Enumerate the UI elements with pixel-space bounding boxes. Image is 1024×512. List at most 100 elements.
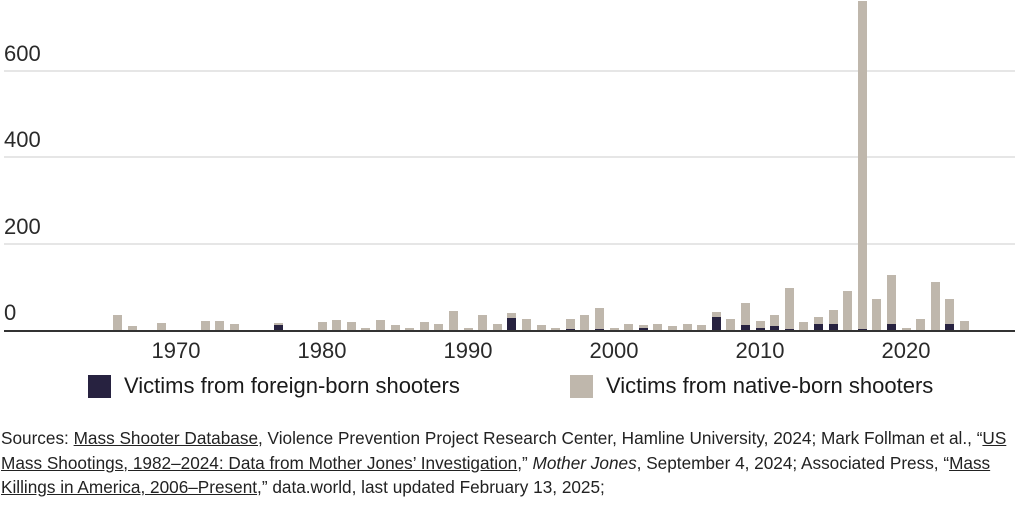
bar-segment-native bbox=[638, 324, 648, 330]
x-tick-label: 1990 bbox=[443, 338, 493, 363]
bar-2003 bbox=[653, 323, 663, 330]
bar-segment-foreign bbox=[273, 324, 283, 330]
bar-1972 bbox=[200, 320, 210, 330]
bar-1977 bbox=[273, 323, 283, 330]
bar-segment-foreign bbox=[638, 327, 648, 330]
sources-prefix: Sources: bbox=[1, 428, 74, 448]
bar-segment-native bbox=[492, 323, 502, 330]
x-axis-line bbox=[4, 330, 1015, 332]
bar-segment-foreign bbox=[857, 328, 867, 330]
legend-swatch-native bbox=[570, 374, 593, 398]
bar-segment-foreign bbox=[507, 317, 517, 330]
bar-segment-native bbox=[405, 327, 415, 330]
bar-segment-native bbox=[959, 320, 969, 330]
bar-2009 bbox=[740, 302, 750, 330]
bar-2014 bbox=[813, 317, 823, 330]
bar-segment-native bbox=[843, 290, 853, 330]
bar-2012 bbox=[784, 287, 794, 330]
bar-segment-native bbox=[886, 274, 896, 330]
bar-segment-foreign bbox=[828, 323, 838, 330]
gridline bbox=[4, 156, 1015, 158]
x-tick-label: 2010 bbox=[735, 338, 785, 363]
link-mass-shooter-database[interactable]: Mass Shooter Database bbox=[73, 428, 258, 448]
bar-segment-native bbox=[624, 323, 634, 330]
bar-segment-native bbox=[901, 327, 911, 330]
bar-1992 bbox=[492, 323, 502, 330]
bar-1982 bbox=[346, 321, 356, 330]
bar-2006 bbox=[697, 325, 707, 330]
bar-2016 bbox=[843, 290, 853, 330]
bar-segment-native bbox=[551, 327, 561, 330]
bar-segment-native bbox=[813, 317, 823, 330]
bar-2007 bbox=[711, 311, 721, 330]
bar-1980 bbox=[317, 321, 327, 330]
bar-segment-native bbox=[361, 327, 371, 330]
bar-1994 bbox=[521, 318, 531, 330]
bar-2022 bbox=[930, 281, 940, 330]
bar-1986 bbox=[405, 327, 415, 330]
sources-note: Sources: Mass Shooter Database, Violence… bbox=[1, 426, 1021, 500]
bar-segment-native bbox=[463, 327, 473, 330]
x-tick-label: 1980 bbox=[297, 338, 347, 363]
bar-1997 bbox=[565, 318, 575, 330]
bar-1996 bbox=[551, 327, 561, 330]
bar-1984 bbox=[375, 319, 385, 330]
y-tick-label: 200 bbox=[4, 213, 41, 239]
bar-segment-native bbox=[653, 323, 663, 330]
bar-segment-native bbox=[755, 320, 765, 330]
bar-1998 bbox=[580, 314, 590, 330]
bar-segment-native bbox=[828, 309, 838, 330]
bar-2013 bbox=[799, 321, 809, 330]
bar-2011 bbox=[770, 314, 780, 330]
legend-label-native: Victims from native-born shooters bbox=[606, 373, 934, 398]
bar-segment-native bbox=[770, 314, 780, 330]
bar-1974 bbox=[229, 323, 239, 330]
bar-1983 bbox=[361, 327, 371, 330]
bar-1999 bbox=[594, 307, 604, 330]
y-tick-label: 600 bbox=[4, 40, 41, 66]
bar-2005 bbox=[682, 323, 692, 330]
bar-segment-native bbox=[857, 1, 867, 330]
bar-segment-native bbox=[580, 314, 590, 330]
bar-segment-native bbox=[667, 325, 677, 330]
bar-segment-native bbox=[697, 325, 707, 330]
bar-segment-native bbox=[682, 323, 692, 330]
bar-segment-native bbox=[156, 323, 166, 330]
bar-segment-native bbox=[229, 323, 239, 330]
sources-text: , September 4, 2024; Associated Press, “ bbox=[636, 452, 950, 473]
bar-1973 bbox=[215, 320, 225, 330]
bar-segment-native bbox=[916, 318, 926, 330]
bar-segment-native bbox=[784, 287, 794, 330]
sources-text: , Violence Prevention Project Research C… bbox=[258, 428, 983, 448]
legend-item-native: Victims from native-born shooters bbox=[570, 373, 933, 399]
bar-2000 bbox=[609, 327, 619, 330]
bar-1969 bbox=[156, 323, 166, 330]
legend-label-foreign: Victims from foreign-born shooters bbox=[124, 373, 460, 398]
bar-segment-native bbox=[930, 281, 940, 330]
bar-segment-native bbox=[127, 326, 137, 330]
bar-segment-native bbox=[726, 318, 736, 330]
bar-segment-native bbox=[872, 298, 882, 330]
bar-2001 bbox=[624, 323, 634, 330]
bar-segment-native bbox=[215, 320, 225, 330]
bar-segment-native bbox=[200, 320, 210, 330]
link-mass-killings-in-america[interactable]: Mass Killings in America, 2006–Present bbox=[1, 452, 991, 498]
link-mother-jones-investigation[interactable]: US Mass Shootings, 1982–2024: Data from … bbox=[1, 428, 1007, 473]
bar-segment-native bbox=[536, 325, 546, 330]
gridline bbox=[4, 69, 1015, 72]
bar-1995 bbox=[536, 325, 546, 330]
bar-segment-native bbox=[740, 302, 750, 330]
sources-text: ,” data.world, last updated February 13,… bbox=[257, 477, 605, 497]
bar-1967 bbox=[127, 326, 137, 330]
bar-1981 bbox=[332, 319, 342, 330]
bar-segment-native bbox=[799, 321, 809, 330]
bar-segment-native bbox=[332, 319, 342, 330]
bar-segment-native bbox=[390, 325, 400, 330]
bar-segment-foreign bbox=[711, 317, 721, 330]
bar-segment-foreign bbox=[755, 327, 765, 330]
bar-segment-native bbox=[609, 327, 619, 330]
x-tick-label: 2000 bbox=[589, 338, 639, 363]
bar-1991 bbox=[478, 314, 488, 330]
legend-item-foreign: Victims from foreign-born shooters bbox=[88, 373, 460, 399]
bar-segment-foreign bbox=[594, 328, 604, 330]
